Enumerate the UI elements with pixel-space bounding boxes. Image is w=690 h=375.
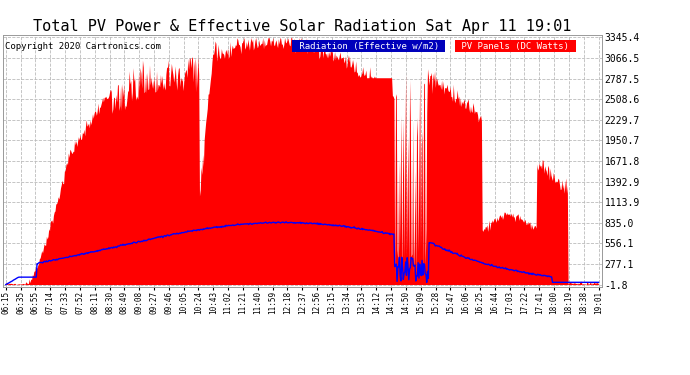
Text: PV Panels (DC Watts): PV Panels (DC Watts) xyxy=(456,42,575,51)
Title: Total PV Power & Effective Solar Radiation Sat Apr 11 19:01: Total PV Power & Effective Solar Radiati… xyxy=(33,19,572,34)
Text: Radiation (Effective w/m2): Radiation (Effective w/m2) xyxy=(293,42,444,51)
Text: Copyright 2020 Cartronics.com: Copyright 2020 Cartronics.com xyxy=(6,42,161,51)
